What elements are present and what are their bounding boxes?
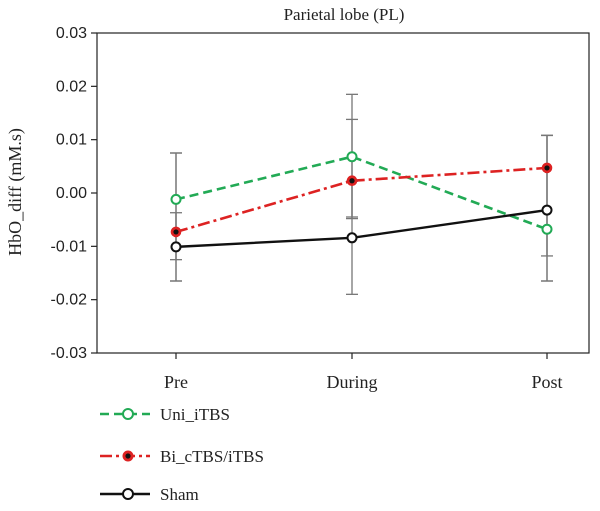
series-line [175,208,548,249]
data-point [346,151,358,163]
plot-frame [96,32,590,354]
legend: Uni_iTBS Bi_cTBS/iTBS Sham [100,405,264,504]
y-tick-label: -0.02 [51,292,88,309]
data-point-center [544,165,550,171]
chart-title: Parietal lobe (PL) [284,5,405,24]
data-point [541,204,553,216]
plot-area: -0.03 -0.02 -0.01 0.00 0.01 0.02 0.03 Pre During… [51,25,590,392]
y-tick-label: 0.01 [56,132,87,149]
y-tick-label: 0.00 [56,185,87,202]
series-line [175,166,548,234]
x-tick-label: Pre [164,372,188,392]
y-axis-label: HbO_diff (mM.s) [5,128,26,256]
legend-label: Uni_iTBS [160,405,230,424]
data-point [541,223,553,235]
legend-marker [122,488,134,500]
legend-marker [122,408,134,420]
data-point-center [349,178,355,184]
y-tick-label: 0.02 [56,78,87,95]
data-point-center [173,229,179,235]
y-tick-label: -0.03 [51,345,88,362]
data-point [170,193,182,205]
legend-label: Sham [160,485,199,504]
y-tick-label: 0.03 [56,25,87,42]
y-tick-label: -0.01 [51,238,88,255]
legend-marker-center [125,453,131,459]
data-point [170,241,182,253]
x-tick-label: Post [531,372,562,392]
legend-label: Bi_cTBS/iTBS [160,447,264,466]
series-line [175,155,548,231]
data-point [346,232,358,244]
x-tick-label: During [327,372,378,392]
